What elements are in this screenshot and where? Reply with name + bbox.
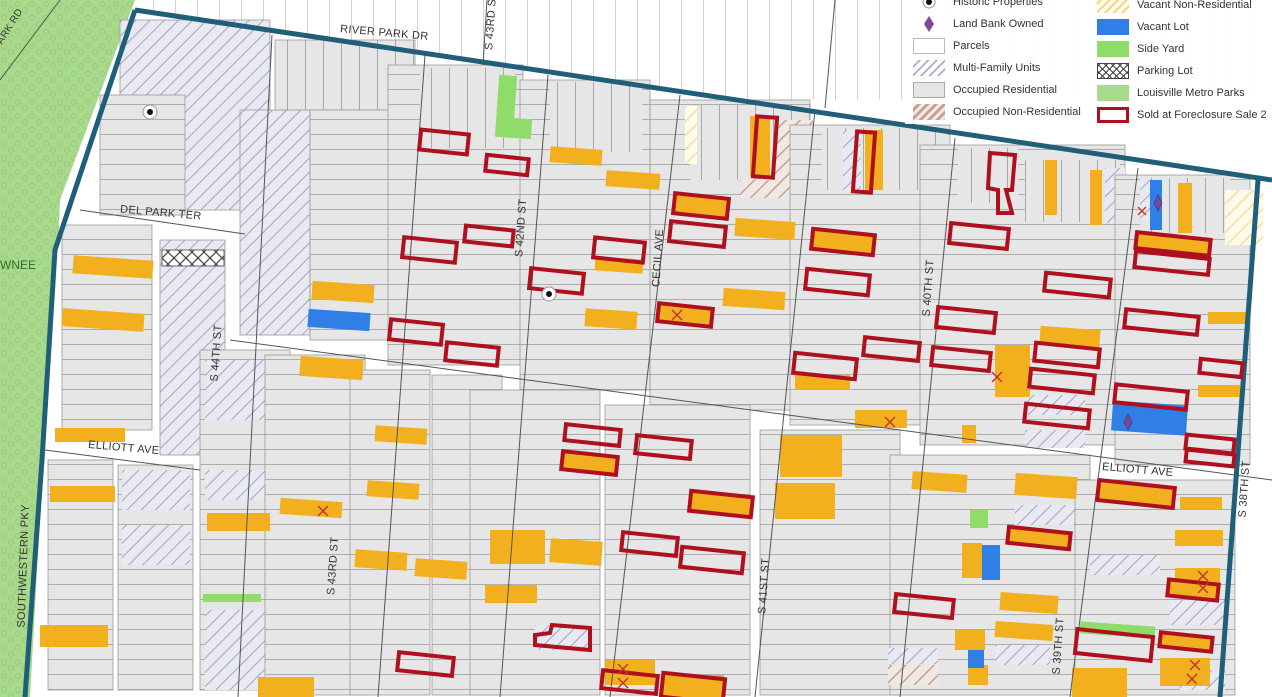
legend-item-side-yard: Side Yard <box>1097 41 1184 57</box>
study-area-boundary-east <box>1217 179 1261 697</box>
blue-hatch-swatch <box>913 60 945 76</box>
legend-label: Side Yard <box>1137 43 1185 55</box>
land-bank-markers <box>1123 194 1163 431</box>
park-area <box>0 0 135 697</box>
vacant-structures <box>40 116 1248 697</box>
legend-item-multi-family: Multi-Family Units <box>913 60 1040 76</box>
parking-lot <box>161 249 225 267</box>
foreclosure-sale-parcels <box>386 114 1245 697</box>
legend-label: Land Bank Owned <box>953 18 1044 30</box>
green-swatch <box>1097 41 1129 57</box>
x-markers <box>317 206 1209 689</box>
red-outline-swatch <box>1097 107 1129 123</box>
legend-item-occupied-res: Occupied Residential <box>913 82 1057 98</box>
legend-item-historic: Historic Properties <box>913 0 1043 10</box>
legend-label: Vacant Non-Residential <box>1137 0 1252 11</box>
historic-dot-icon <box>913 0 945 10</box>
diamond-icon <box>913 16 945 32</box>
legend-label: Multi-Family Units <box>953 62 1041 74</box>
legend-item-foreclosure: Sold at Foreclosure Sale 2 <box>1097 107 1267 123</box>
legend-label: Occupied Non-Residential <box>953 106 1081 118</box>
legend-label: Sold at Foreclosure Sale 2 <box>1137 109 1267 121</box>
legend-label: Parcels <box>953 40 990 52</box>
legend-item-parking: Parking Lot <box>1097 63 1193 79</box>
study-area-boundary-north <box>134 7 1272 183</box>
legend-item-land-bank: Land Bank Owned <box>913 16 1044 32</box>
legend-item-occupied-nonres: Occupied Non-Residential <box>913 104 1081 120</box>
legend-label: Historic Properties <box>953 0 1043 8</box>
yellow-hatch-swatch <box>1097 0 1129 13</box>
legend-item-vacant-lot: Vacant Lot <box>1097 19 1189 35</box>
legend-item-vacant-nonres: Vacant Non-Residential <box>1097 0 1252 13</box>
legend-label: Occupied Residential <box>953 84 1057 96</box>
brown-hatch-swatch <box>913 104 945 120</box>
map-legend: Historic Properties Land Bank Owned Parc… <box>905 0 1272 124</box>
crosshatch-swatch <box>1097 63 1129 79</box>
study-area-boundary-west <box>22 9 138 697</box>
gray-swatch <box>913 82 945 98</box>
park-swatch <box>1097 85 1129 101</box>
legend-label: Parking Lot <box>1137 65 1193 77</box>
historic-property-markers <box>142 104 557 302</box>
legend-label: Vacant Lot <box>1137 21 1189 33</box>
parcel-swatch <box>913 38 945 54</box>
vacant-lots <box>307 180 1188 668</box>
legend-item-metro-parks: Louisville Metro Parks <box>1097 85 1245 101</box>
legend-label: Louisville Metro Parks <box>1137 87 1245 99</box>
park-label: WNEE <box>0 258 36 272</box>
legend-item-parcels: Parcels <box>913 38 990 54</box>
blue-swatch <box>1097 19 1129 35</box>
